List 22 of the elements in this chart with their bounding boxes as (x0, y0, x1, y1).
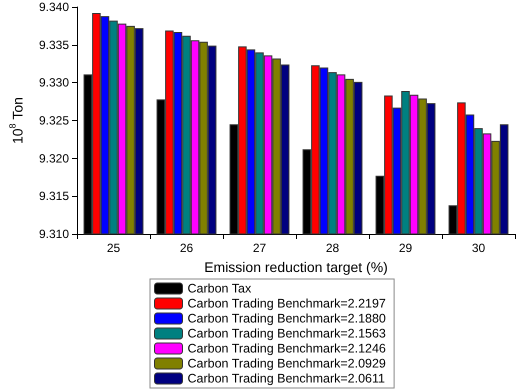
x-tick-label: 25 (106, 241, 120, 255)
legend-label: Carbon Trading Benchmark=2.0929 (188, 356, 386, 370)
x-tick-label: 27 (252, 241, 266, 255)
y-tick-label: 9.330 (38, 76, 70, 90)
y-axis-title: 108 Ton (8, 97, 26, 144)
legend-label: Carbon Trading Benchmark=2.0611 (188, 372, 386, 386)
legend-label: Carbon Trading Benchmark=2.1880 (188, 312, 386, 326)
x-axis-title: Emission reduction target (%) (204, 259, 388, 275)
x-tick-label: 26 (180, 241, 194, 255)
y-tick-label: 9.310 (38, 227, 70, 241)
y-tick-label: 9.335 (38, 38, 70, 52)
y-tick-label: 9.340 (38, 0, 70, 14)
y-tick-label: 9.315 (38, 189, 70, 204)
y-tick-label: 9.320 (38, 151, 70, 166)
legend-label: Carbon Trading Benchmark=2.1246 (188, 342, 386, 356)
x-tick-label: 28 (326, 241, 340, 255)
x-tick-label: 29 (398, 241, 412, 255)
legend-label: Carbon Trading Benchmark=2.1563 (188, 326, 386, 340)
y-tick-label: 9.325 (38, 114, 70, 128)
x-tick-label: 30 (472, 241, 486, 255)
legend-label: Carbon Tax (188, 282, 252, 296)
legend-label: Carbon Trading Benchmark=2.2197 (188, 296, 386, 310)
